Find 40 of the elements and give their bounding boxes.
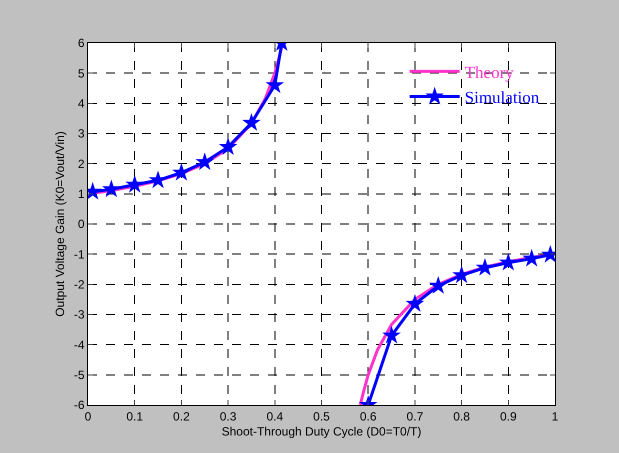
x-axis-title: Shoot-Through Duty Cycle (D0=T0/T) (222, 424, 422, 438)
point (382, 326, 401, 344)
y-tick-label: 2 (78, 156, 85, 171)
point (218, 137, 238, 156)
y-tick-label: -5 (74, 368, 85, 382)
point (172, 162, 191, 181)
point (498, 252, 518, 271)
y-tick-label: -3 (74, 308, 85, 322)
x-tick-label: 0.8 (453, 409, 470, 424)
point (522, 248, 541, 267)
point (476, 258, 494, 276)
point (195, 152, 214, 170)
point (265, 75, 284, 94)
y-tick-label: -2 (74, 278, 85, 292)
y-tick-label: 6 (78, 36, 85, 50)
legend-label: Theory (464, 63, 514, 82)
y-tick-label: -4 (74, 338, 85, 352)
y-tick-label: 4 (78, 96, 85, 111)
y-tick-label: -6 (74, 398, 85, 412)
point (102, 180, 121, 198)
x-tick-label: 0.2 (173, 409, 190, 424)
x-tick-label: 0.3 (220, 409, 237, 424)
x-tick-label: 0.5 (313, 409, 330, 424)
x-tick-label: 0.4 (266, 409, 284, 424)
point (242, 113, 261, 131)
x-tick-label: 0.9 (500, 409, 517, 424)
y-tick-label: 0 (78, 217, 85, 232)
y-tick-label: 1 (78, 187, 85, 202)
x-tick-label: 0.6 (360, 409, 377, 424)
x-tick-label: 1 (552, 409, 559, 424)
x-tick-label: 0.1 (126, 409, 144, 424)
point (428, 276, 448, 294)
y-tick-label: -1 (74, 247, 85, 262)
point (406, 294, 424, 312)
legend-label: Simulation (464, 88, 540, 108)
y-axis-title: Output Voltage Gain (K0=Vout/Vin) (53, 131, 68, 317)
x-tick-label: 0.7 (406, 409, 424, 424)
y-tick-label: 3 (78, 126, 85, 141)
y-tick-label: 5 (78, 66, 85, 80)
point (125, 174, 144, 193)
